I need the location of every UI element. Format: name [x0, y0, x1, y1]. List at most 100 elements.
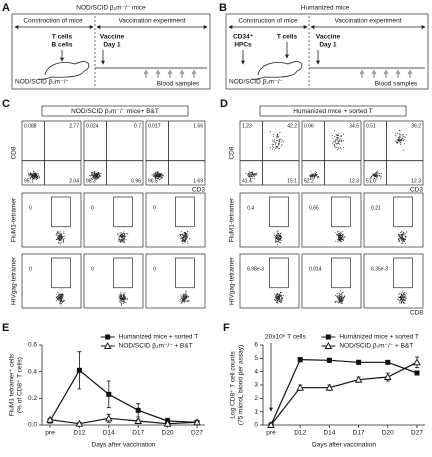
- gate-value: 0: [29, 266, 32, 272]
- event-dot: [251, 174, 253, 176]
- event-dot: [122, 298, 124, 300]
- event-dot: [62, 235, 64, 237]
- event-dot: [275, 234, 277, 236]
- event-dot: [180, 236, 182, 238]
- event-dot: [159, 173, 161, 175]
- event-dot: [273, 293, 275, 295]
- event-dot: [342, 235, 344, 237]
- event-dot: [58, 241, 60, 243]
- marker: [325, 334, 331, 340]
- event-dot: [343, 234, 345, 236]
- event-dot: [154, 177, 156, 179]
- event-dot: [249, 173, 251, 175]
- event-dot: [97, 177, 99, 179]
- event-dot: [275, 137, 277, 139]
- event-dot: [59, 303, 61, 305]
- event-dot: [277, 239, 279, 241]
- event-dot: [29, 173, 31, 175]
- event-dot: [400, 302, 402, 304]
- x-tick-label: D17: [353, 430, 365, 437]
- y-axis-title: FluM1 tetramer⁺ cells: [9, 353, 16, 416]
- event-dot: [309, 174, 311, 176]
- event-dot: [274, 299, 276, 301]
- event-dot: [317, 175, 319, 177]
- event-dot: [337, 233, 339, 235]
- event-dot: [372, 173, 374, 175]
- panel-title: Humanized mice + sorted T: [293, 108, 373, 115]
- event-dot: [56, 296, 58, 298]
- panel-title: NOD/SCID β₂m⁻/⁻ mice+ B&T: [71, 108, 159, 115]
- event-dot: [337, 142, 339, 144]
- event-dot: [312, 174, 314, 176]
- event-dot: [62, 301, 64, 303]
- event-dot: [278, 143, 280, 145]
- quadrant-value: 41.4: [242, 178, 252, 184]
- event-dot: [277, 237, 279, 239]
- event-dot: [337, 296, 339, 298]
- event-dot: [155, 175, 157, 177]
- event-dot: [59, 294, 61, 296]
- event-dot: [60, 294, 62, 296]
- event-dot: [277, 236, 279, 238]
- event-dot: [58, 298, 60, 300]
- event-dot: [60, 303, 62, 305]
- gate: [113, 196, 133, 228]
- event-dot: [184, 235, 186, 237]
- y-tick-label: 0.0: [28, 422, 37, 429]
- event-dot: [181, 239, 183, 241]
- event-dot: [124, 233, 126, 235]
- event-dot: [123, 293, 125, 295]
- event-dot: [316, 176, 318, 178]
- event-dot: [123, 241, 125, 243]
- event-dot: [120, 242, 122, 244]
- event-dot: [280, 300, 282, 302]
- event-dot: [89, 174, 91, 176]
- gate-value: 0: [29, 205, 32, 211]
- gate-value: 0: [91, 205, 94, 211]
- event-dot: [338, 295, 340, 297]
- gate-value: 0.66: [309, 205, 319, 211]
- event-dot: [402, 149, 404, 151]
- event-dot: [397, 137, 399, 139]
- marker: [324, 342, 333, 349]
- event-dot: [272, 133, 274, 135]
- event-dot: [283, 295, 285, 297]
- event-dot: [125, 232, 127, 234]
- event-dot: [32, 170, 34, 172]
- panel-title: NOD/SCID β₂m⁻/⁻ mice: [76, 5, 146, 12]
- event-dot: [339, 238, 341, 240]
- series-line: [270, 361, 418, 426]
- event-dot: [160, 173, 162, 175]
- event-dot: [118, 296, 120, 298]
- event-dot: [403, 299, 405, 301]
- marker: [193, 418, 201, 426]
- event-dot: [401, 137, 403, 139]
- event-dot: [245, 172, 247, 174]
- event-dot: [404, 299, 406, 301]
- event-dot: [278, 238, 280, 240]
- quadrant-value: 1.66: [193, 123, 203, 129]
- phase-label: Construction of mice: [238, 18, 298, 25]
- panel-label: A: [2, 2, 10, 14]
- gate-value: 0: [91, 266, 94, 272]
- event-dot: [61, 236, 63, 238]
- event-dot: [183, 301, 185, 303]
- event-dot: [185, 240, 187, 242]
- event-dot: [403, 143, 405, 145]
- event-dot: [342, 147, 344, 149]
- quadrant-value: 0.024: [86, 123, 99, 129]
- phase-label: Vaccination experiment: [118, 18, 185, 25]
- event-dot: [275, 238, 277, 240]
- event-dot: [376, 178, 378, 180]
- event-dot: [337, 240, 339, 242]
- event-dot: [279, 242, 281, 244]
- event-dot: [402, 238, 404, 240]
- event-dot: [275, 238, 277, 240]
- event-dot: [272, 147, 274, 149]
- event-dot: [35, 175, 37, 177]
- event-dot: [337, 139, 339, 141]
- plot-frame: [83, 192, 144, 248]
- event-dot: [60, 242, 62, 244]
- panel-title-box: [41, 105, 189, 117]
- plot-frame: [301, 253, 362, 309]
